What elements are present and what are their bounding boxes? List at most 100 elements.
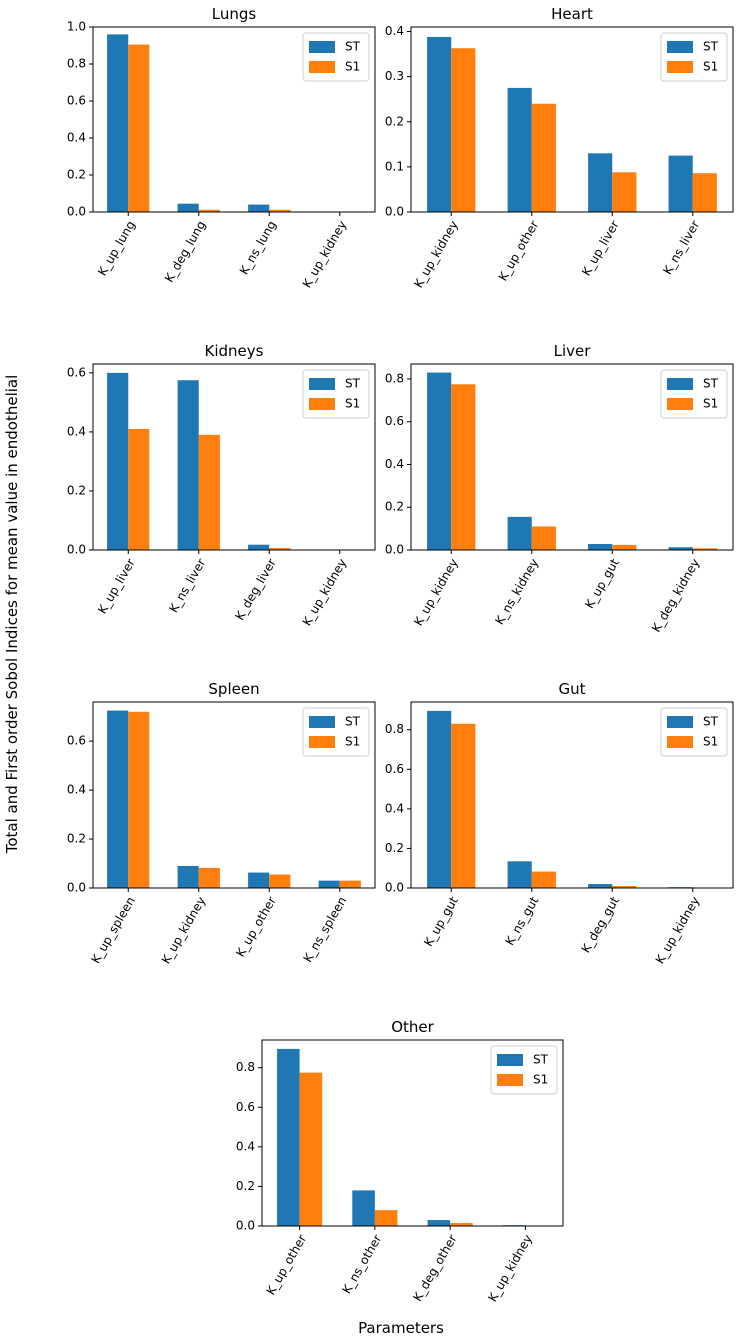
legend-label-s1: S1 xyxy=(345,397,360,411)
subplot-title: Heart xyxy=(551,5,593,23)
x-tick-label: K_deg_gut xyxy=(579,894,622,955)
y-tick-label: 0.2 xyxy=(236,1179,255,1193)
x-tick-label: K_up_spleen xyxy=(88,894,137,966)
bar-s1-k-deg-kidney xyxy=(692,548,717,550)
x-tick-label: K_up_gut xyxy=(421,894,461,949)
bar-s1-k-ns-kidney xyxy=(531,526,556,550)
bar-s1-k-deg-gut xyxy=(612,886,637,888)
x-tick-label: K_up_other xyxy=(496,218,542,283)
subplot-other: K_up_other K_ns_other K_deg_other K_up_kidn… xyxy=(236,1018,564,1304)
y-tick-label: 0.4 xyxy=(236,1139,255,1153)
legend-label-st: ST xyxy=(345,377,361,391)
legend-label-st: ST xyxy=(703,715,719,729)
subplot-title: Gut xyxy=(558,680,585,698)
y-tick-label: 0.0 xyxy=(67,543,86,557)
bar-s1-k-up-kidney xyxy=(451,384,476,550)
bar-st-k-up-liver xyxy=(588,153,613,212)
bar-st-k-ns-liver xyxy=(177,380,199,550)
legend-swatch-s1 xyxy=(497,1074,523,1086)
legend-label-st: ST xyxy=(533,1053,549,1067)
x-tick-label: K_ns_lung xyxy=(237,218,279,277)
y-tick-label: 0.8 xyxy=(236,1060,255,1074)
bar-s1-k-deg-liver xyxy=(269,547,291,550)
x-tick-label: K_deg_other xyxy=(410,1232,459,1304)
legend-swatch-st xyxy=(667,378,693,390)
y-tick-label: 0.6 xyxy=(67,734,86,748)
bar-s1-k-up-gut xyxy=(451,723,476,888)
bar-s1-k-up-kidney xyxy=(198,867,220,888)
legend-swatch-st xyxy=(309,716,335,728)
subplot-title: Spleen xyxy=(208,680,259,698)
bar-s1-k-ns-spleen xyxy=(339,880,361,888)
legend-swatch-s1 xyxy=(309,398,335,410)
bar-st-k-ns-other xyxy=(352,1190,375,1226)
bar-s1-k-up-liver xyxy=(612,172,637,212)
bar-s1-k-up-other xyxy=(269,874,291,888)
subplot-liver: K_up_kidney K_ns_kidney K_up_gut K_deg_kidn… xyxy=(385,342,734,635)
x-tick-label: K_ns_kidney xyxy=(492,556,541,627)
bar-s1-k-up-other xyxy=(531,103,556,212)
legend-swatch-st xyxy=(497,1054,523,1066)
y-tick-label: 0.8 xyxy=(385,371,404,385)
y-tick-label: 0.2 xyxy=(67,483,86,497)
y-tick-label: 0.8 xyxy=(385,722,404,736)
legend: ST S1 xyxy=(490,1045,558,1095)
x-tick-label: K_up_kidney xyxy=(653,894,703,966)
y-tick-label: 0.3 xyxy=(385,69,404,83)
bar-st-k-up-kidney xyxy=(427,372,452,550)
bar-st-k-ns-lung xyxy=(248,204,270,212)
bar-s1-k-ns-liver xyxy=(198,434,220,550)
y-tick-label: 0.0 xyxy=(385,205,404,219)
legend-swatch-st xyxy=(667,41,693,53)
bar-s1-k-up-other xyxy=(299,1072,323,1226)
bar-st-k-deg-gut xyxy=(588,884,613,888)
x-tick-label: K_up_kidney xyxy=(159,894,209,966)
legend-label-s1: S1 xyxy=(703,397,718,411)
subplot-title: Other xyxy=(391,1018,434,1036)
x-tick-label: K_up_kidney xyxy=(411,218,461,290)
axes-frame xyxy=(410,26,734,213)
bar-st-k-deg-kidney xyxy=(668,547,693,550)
bar-s1-k-up-lung xyxy=(128,44,150,212)
subplot-gut: K_up_gut K_ns_gut K_deg_gut K_up_kidney 0.0 0… xyxy=(385,680,734,966)
legend-swatch-st xyxy=(309,41,335,53)
bar-s1-k-deg-lung xyxy=(198,209,220,212)
x-tick-label: K_up_kidney xyxy=(485,1232,535,1304)
y-tick-label: 0.4 xyxy=(385,457,404,471)
y-tick-label: 0.2 xyxy=(385,114,404,128)
x-tick-label: K_deg_lung xyxy=(162,218,208,284)
x-tick-label: K_ns_other xyxy=(340,1232,385,1296)
legend-label-st: ST xyxy=(703,40,719,54)
x-tick-label: K_deg_kidney xyxy=(649,556,702,634)
y-tick-label: 0.4 xyxy=(67,783,86,797)
x-tick-label: K_up_other xyxy=(233,894,279,959)
subplot-kidneys: K_up_liver K_ns_liver K_deg_liver K_up_kidn… xyxy=(67,342,376,628)
legend: ST S1 xyxy=(302,707,370,757)
subplot-title: Lungs xyxy=(212,5,257,23)
y-tick-label: 0.0 xyxy=(236,1219,255,1233)
legend: ST S1 xyxy=(660,707,728,757)
x-tick-label: K_ns_gut xyxy=(502,894,541,948)
legend-label-s1: S1 xyxy=(345,60,360,74)
bar-s1-k-up-liver xyxy=(128,428,150,550)
y-tick-label: 0.0 xyxy=(385,881,404,895)
axes-frame xyxy=(261,1039,564,1227)
subplot-heart: K_up_kidney K_up_other K_up_liver K_ns_live… xyxy=(385,5,734,290)
bar-st-k-deg-liver xyxy=(248,544,270,550)
y-tick-label: 0.4 xyxy=(67,131,86,145)
x-tick-label: K_up_other xyxy=(264,1232,310,1297)
y-tick-label: 1.0 xyxy=(67,20,86,34)
x-tick-label: K_up_kidney xyxy=(411,556,461,628)
bar-st-k-up-gut xyxy=(427,710,452,888)
y-tick-label: 0.1 xyxy=(385,159,404,173)
figure-x-axis-label: Parameters xyxy=(358,1319,444,1337)
axes-frame xyxy=(410,363,734,551)
bar-st-k-ns-liver xyxy=(668,155,693,212)
bar-s1-k-ns-gut xyxy=(531,871,556,888)
subplot-spleen: K_up_spleen K_up_kidney K_up_other K_ns_spl… xyxy=(67,680,376,966)
bar-st-k-ns-gut xyxy=(507,861,532,888)
legend-label-st: ST xyxy=(345,715,361,729)
bar-st-k-up-gut xyxy=(588,544,613,550)
bar-s1-k-ns-lung xyxy=(269,209,291,212)
axes-frame xyxy=(410,701,734,889)
